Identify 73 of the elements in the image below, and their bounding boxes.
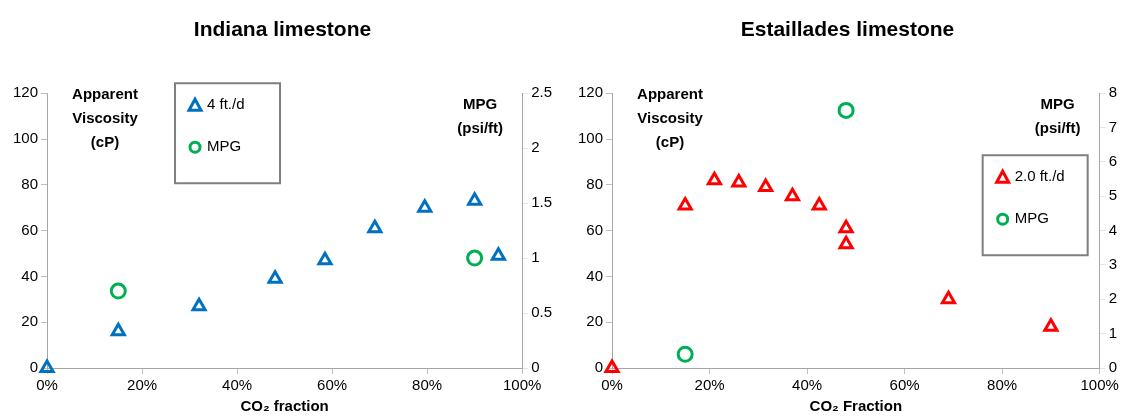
y2-tick-label: 8 [1108, 83, 1117, 101]
y2-axis-title: MPG (psi/ft) [457, 94, 504, 136]
point [417, 199, 433, 213]
point [677, 196, 693, 211]
y2-tick-label: 1.5 [531, 193, 553, 211]
point [838, 219, 854, 234]
x-tick-label: 40% [222, 376, 253, 394]
point [317, 251, 333, 266]
y-axis-title: Apparent Viscosity (cP) [637, 84, 704, 150]
point [784, 187, 801, 202]
y-tick-label: 80 [21, 174, 39, 192]
y-tick-label: 100 [578, 129, 604, 147]
point [39, 359, 55, 373]
x-tick-label: 20% [127, 376, 158, 394]
y-tick-label: 20 [586, 312, 604, 330]
legend-label: 4 ft./d [207, 95, 245, 113]
y2-tick-label: 0 [1108, 358, 1117, 376]
legend-label: MPG [1014, 209, 1049, 227]
x-tick-label: 80% [987, 376, 1018, 394]
x-tick-label: 0% [601, 376, 623, 394]
y-tick-label: 0 [594, 358, 604, 376]
chart-title: Estaillades limestone [740, 17, 955, 41]
point [706, 171, 722, 186]
legend-label: MPG [207, 137, 242, 155]
point [267, 270, 283, 284]
point [811, 196, 827, 211]
y2-tick-label: 2 [1108, 289, 1117, 307]
y2-tick-label: 7 [1108, 117, 1117, 135]
y-tick-label: 80 [586, 174, 604, 192]
y-tick-label: 120 [578, 83, 604, 101]
x-tick-label: 40% [792, 376, 823, 394]
y2-tick-label: 2 [531, 138, 540, 156]
point [490, 247, 506, 261]
chart-title: Indiana limestone [193, 17, 372, 41]
point [367, 219, 383, 234]
x-tick-label: 100% [502, 376, 542, 394]
x-tick-label: 80% [412, 376, 443, 394]
point [758, 178, 774, 193]
point [731, 174, 747, 188]
x-tick-label: 100% [1080, 376, 1119, 394]
point [1043, 318, 1059, 332]
y2-tick-label: 1 [531, 248, 540, 266]
y-tick-label: 40 [21, 266, 39, 284]
y-tick-label: 20 [21, 312, 39, 330]
x-tick-label: 20% [694, 376, 725, 394]
y-tick-label: 60 [586, 220, 604, 238]
y2-tick-label: 6 [1108, 152, 1117, 170]
x-tick-label: 60% [889, 376, 920, 394]
point [838, 235, 854, 250]
x-axis-title: CO₂ Fraction [809, 397, 903, 415]
x-tick-label: 0% [36, 376, 58, 394]
y-tick-label: 60 [21, 220, 39, 238]
x-tick-label: 60% [317, 376, 348, 394]
point [940, 290, 957, 305]
y-tick-label: 120 [13, 83, 39, 101]
point [604, 359, 620, 373]
y2-tick-label: 0.5 [531, 303, 553, 321]
y-axis-title: Apparent Viscosity (cP) [72, 84, 139, 150]
x-axis-title: CO₂ fraction [240, 397, 329, 415]
point [110, 322, 126, 337]
point [191, 297, 207, 312]
y2-tick-label: 1 [1108, 323, 1117, 341]
y2-tick-label: 3 [1108, 255, 1117, 273]
y2-axis-title: MPG (psi/ft) [1034, 94, 1081, 136]
legend-label: 2.0 ft./d [1014, 167, 1065, 185]
y2-tick-label: 4 [1108, 220, 1117, 238]
y2-tick-label: 0 [531, 358, 540, 376]
y2-tick-label: 5 [1108, 186, 1117, 204]
y-tick-label: 40 [586, 266, 604, 284]
y-tick-label: 0 [29, 358, 39, 376]
y-tick-label: 100 [13, 129, 39, 147]
y2-tick-label: 2.5 [531, 83, 553, 101]
point [467, 192, 483, 206]
